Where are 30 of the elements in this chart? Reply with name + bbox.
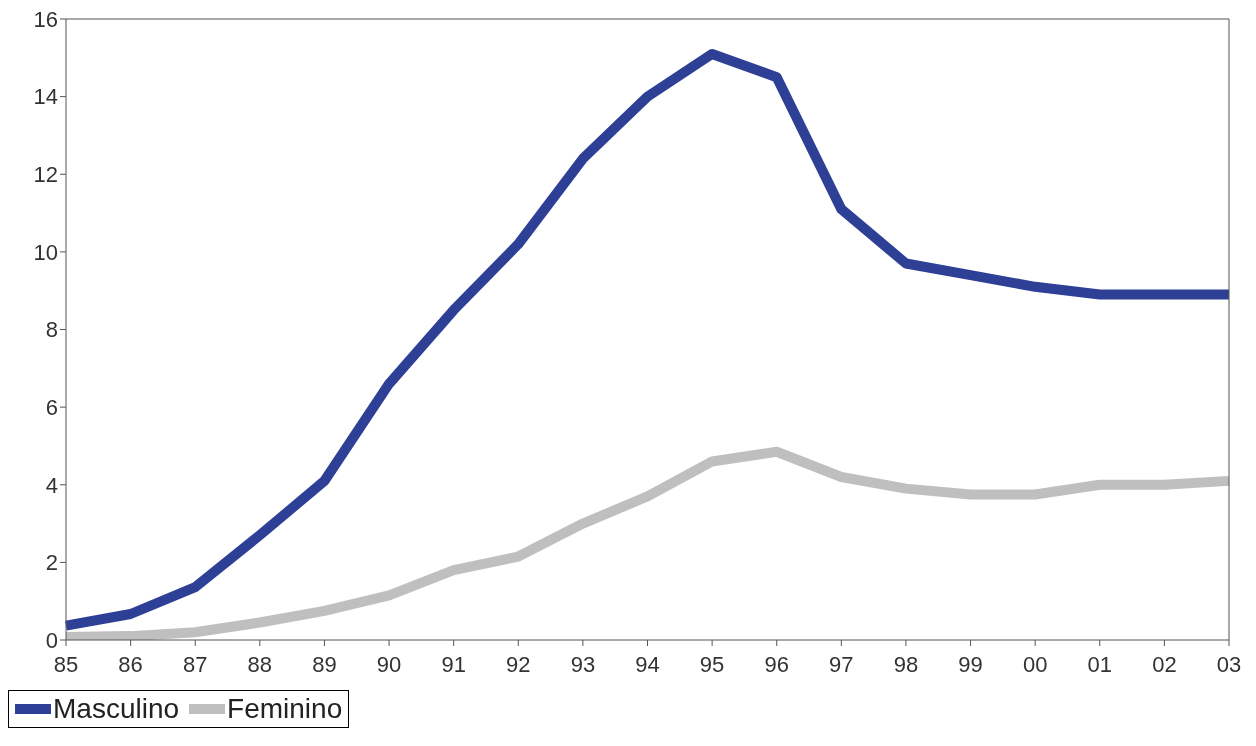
legend-label: Feminino	[226, 693, 343, 725]
x-tick-label: 85	[53, 651, 79, 677]
y-tick-label: 16	[33, 6, 58, 32]
x-tick-label: 03	[1216, 651, 1242, 677]
x-tick-label: 87	[182, 651, 208, 677]
y-tick-label: 12	[33, 162, 58, 188]
x-tick-label: 00	[1022, 651, 1048, 677]
x-tick-label: 86	[118, 651, 143, 677]
x-tick-label: 92	[506, 651, 531, 677]
x-tick-label: 93	[570, 651, 596, 677]
x-tick-label: 97	[829, 651, 854, 677]
x-tick-label: 90	[376, 651, 402, 677]
y-tick-label: 2	[45, 550, 58, 576]
x-tick-label: 94	[635, 651, 660, 677]
y-tick-label: 14	[33, 84, 58, 110]
y-tick-label: 4	[45, 472, 58, 498]
x-tick-label: 96	[764, 651, 789, 677]
x-tick-label: 91	[441, 651, 466, 677]
y-tick-label: 6	[45, 394, 58, 420]
x-tick-label: 89	[312, 651, 337, 677]
x-tick-label: 95	[699, 651, 725, 677]
x-tick-label: 98	[893, 651, 919, 677]
x-tick-label: 99	[958, 651, 983, 677]
y-tick-label: 8	[45, 317, 58, 343]
y-tick-label: 0	[45, 627, 58, 653]
x-tick-label: 02	[1152, 651, 1177, 677]
y-tick-label: 10	[33, 239, 58, 265]
x-tick-label: 88	[247, 651, 273, 677]
legend-label: Masculino	[52, 693, 180, 725]
x-tick-label: 01	[1087, 651, 1113, 677]
